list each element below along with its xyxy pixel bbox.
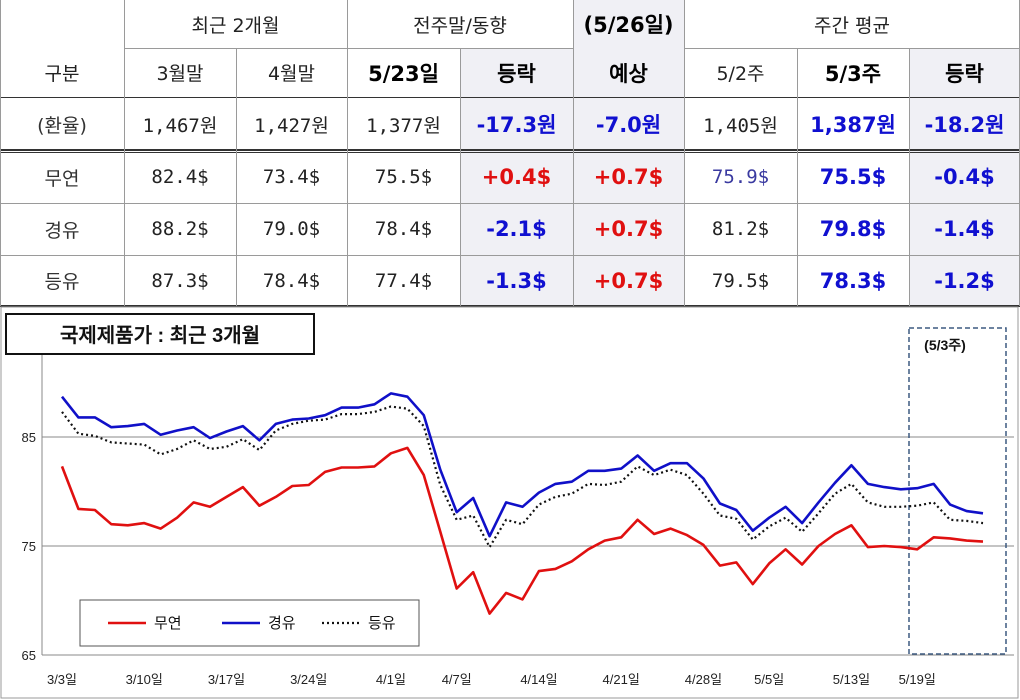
x-tick-label: 4/28일: [685, 672, 722, 687]
gasoline-march: 82.4$: [151, 166, 209, 188]
header-recent-2months: 최근 2개월: [191, 14, 280, 37]
x-tick-label: 3/3일: [47, 672, 77, 687]
table-gridline: [124, 48, 347, 49]
gasoline-label: 무연: [44, 167, 80, 190]
x-tick-label: 4/21일: [603, 672, 640, 687]
series-line-diesel: [60, 392, 984, 538]
subheader-change2: 등락: [909, 48, 1020, 97]
diesel-label: 경유: [44, 219, 80, 242]
kerosene-change1: -1.3$: [460, 255, 573, 306]
legend-label-1: 경유: [268, 615, 296, 632]
exchange-rate-april: 1,427원: [254, 114, 329, 137]
gasoline-change2: -0.4$: [909, 151, 1020, 203]
x-tick-label: 5/13일: [833, 672, 870, 687]
table-gridline: [573, 0, 574, 306]
exchange-rate-change2: -18.2원: [909, 97, 1020, 151]
table-gridline: [684, 0, 685, 306]
kerosene-label: 등유: [44, 271, 80, 293]
kerosene-march: 87.3$: [151, 269, 209, 292]
gasoline-w53: 75.5$: [819, 165, 887, 189]
x-tick-label: 5/19일: [899, 672, 936, 687]
exchange-rate-label: (환율): [37, 114, 87, 137]
subheader-change1: 등락: [460, 48, 573, 97]
series-line-gasoline: [60, 446, 984, 615]
series-line-kerosene: [61, 405, 984, 549]
week-highlight-box: [908, 327, 1007, 655]
x-tick-label: 3/17일: [208, 672, 245, 687]
gasoline-april: 73.4$: [262, 166, 321, 188]
subheader-w52: 5/2주: [716, 63, 765, 85]
legend-label-2: 등유: [368, 615, 396, 632]
diesel-w53: 79.8$: [819, 217, 887, 241]
diesel-april: 79.0$: [262, 218, 321, 240]
header-weekly-average: 주간 평균: [814, 14, 890, 37]
exchange-rate-change1: -17.3원: [460, 97, 573, 151]
kerosene-april: 78.4$: [262, 269, 321, 292]
x-tick-label: 3/10일: [126, 672, 163, 687]
table-gridline: [684, 48, 1020, 49]
chart-title: 국제제품가 : 최근 3개월: [60, 324, 260, 347]
table-gridline: [460, 48, 461, 306]
x-tick-label: 4/14일: [520, 672, 557, 687]
subheader-label: 구분: [44, 63, 80, 85]
table-gridline: [0, 255, 1020, 256]
table-gridline: [0, 203, 1020, 204]
header-forecast-date: (5/26일): [573, 0, 684, 48]
table-gridline: [0, 149, 1020, 151]
exchange-rate-w53: 1,387원: [810, 113, 896, 137]
week-highlight-label: (5/3주): [924, 337, 966, 353]
table-gridline: [0, 97, 1020, 98]
y-tick-label: 65: [22, 648, 36, 663]
x-tick-label: 3/24일: [290, 672, 327, 687]
diesel-change2: -1.4$: [909, 203, 1020, 255]
diesel-d523: 78.4$: [374, 218, 433, 240]
subheader-march: 3월말: [156, 63, 204, 85]
exchange-rate-w52: 1,405원: [703, 114, 778, 137]
table-gridline: [797, 48, 798, 306]
exchange-rate-march: 1,467원: [142, 114, 218, 137]
diesel-change1: -2.1$: [460, 203, 573, 255]
subheader-w53: 5/3주: [824, 61, 882, 86]
diesel-march: 88.2$: [151, 218, 209, 240]
table-gridline: [124, 0, 125, 306]
kerosene-w52: 79.5$: [711, 269, 770, 292]
diesel-forecast: +0.7$: [573, 203, 684, 255]
gasoline-forecast: +0.7$: [573, 151, 684, 203]
table-gridline: [0, 152, 1020, 153]
exchange-rate-d523: 1,377원: [366, 114, 441, 137]
gasoline-change1: +0.4$: [460, 151, 573, 203]
kerosene-d523: 77.4$: [374, 269, 433, 292]
diesel-w52: 81.2$: [711, 218, 770, 240]
kerosene-change2: -1.2$: [909, 255, 1020, 306]
table-gridline: [0, 305, 1020, 307]
legend-label-0: 무연: [154, 615, 182, 632]
x-tick-label: 4/7일: [442, 672, 472, 687]
subheader-forecast: 예상: [573, 48, 684, 97]
gasoline-d523: 75.5$: [374, 166, 433, 188]
subheader-april: 4월말: [267, 63, 316, 85]
y-tick-label: 75: [22, 539, 36, 554]
y-tick-label: 85: [22, 430, 36, 445]
gasoline-w52: 75.9$: [711, 166, 770, 188]
chart-title-box: [5, 313, 315, 355]
table-gridline: [236, 48, 237, 306]
table-gridline: [0, 0, 1, 306]
table-gridline: [347, 0, 348, 306]
table-gridline: [909, 48, 910, 306]
price-chart: 65 75 85 3/3일 3/10일 3/17일 3/24일 4/1일 4/7일 4/14일 4/…: [0, 306, 1019, 699]
x-tick-label: 5/5일: [754, 672, 784, 687]
kerosene-forecast: +0.7$: [573, 255, 684, 306]
header-prev-week-trend: 전주말/동향: [413, 14, 507, 37]
price-summary-table: 최근 2개월 전주말/동향 (5/26일) 주간 평균 구분 3월말 4월말 5/23일 등락 예…: [0, 0, 1020, 307]
kerosene-w53: 78.3$: [819, 268, 887, 293]
x-tick-label: 4/1일: [376, 672, 406, 687]
exchange-rate-forecast: -7.0원: [573, 97, 684, 151]
subheader-d523: 5/23일: [368, 61, 439, 86]
